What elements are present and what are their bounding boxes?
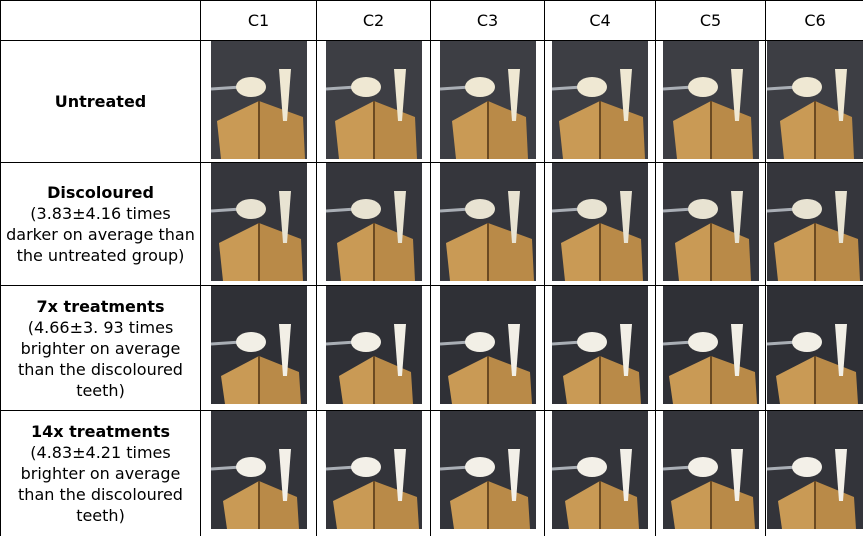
photo-cell [765,410,863,536]
photo-cell [655,285,766,411]
specimen-photo [210,411,307,529]
photo-cell [655,410,766,536]
photo-cell [200,40,317,163]
row-label: 14x treatments [30,422,171,441]
photo-cell [765,285,863,411]
photo-cell [200,410,317,536]
column-header: C1 [200,0,317,41]
photo-cell [200,285,317,411]
photo-cell [200,162,317,286]
result-row: Discoloured (3.83±4.16 times darker on av… [0,162,863,286]
photo-cell [316,40,431,163]
result-row: 14x treatments (4.83±4.21 times brighter … [0,410,863,536]
photo-cell [544,285,656,411]
corner-cell [0,0,201,41]
column-header: C2 [316,0,431,41]
row-note: (4.66±3. 93 times brighter on average th… [18,317,183,400]
specimen-photo [325,41,422,159]
specimen-photo [439,163,536,281]
photo-cell [430,285,545,411]
photo-cell [430,40,545,163]
specimen-photo [552,163,648,281]
row-label-cell: Untreated [0,40,201,163]
row-label-cell: 14x treatments (4.83±4.21 times brighter … [0,410,201,536]
photo-cell [430,410,545,536]
photo-cell [430,162,545,286]
specimen-photo [662,286,759,404]
column-header: C3 [430,0,545,41]
specimen-photo [662,41,759,159]
specimen-photo [439,411,536,529]
specimen-photo [325,411,422,529]
photo-cell [655,40,766,163]
specimen-photo [552,286,648,404]
specimen-photo [210,163,307,281]
column-header: C5 [655,0,766,41]
row-label: Untreated [54,92,147,111]
photo-cell [316,285,431,411]
specimen-photo [767,286,863,404]
header-row: C1 C2 C3 C4 C5 C6 [0,0,863,41]
photo-cell [544,410,656,536]
row-note: (4.83±4.21 times brighter on average tha… [18,443,183,525]
column-header: C6 [765,0,863,41]
specimen-photo [325,163,422,281]
result-row: 7x treatments (4.66±3. 93 times brighter … [0,285,863,411]
column-header: C4 [544,0,656,41]
row-label: 7x treatments [36,296,165,316]
photo-cell [765,40,863,163]
row-label-cell: 7x treatments (4.66±3. 93 times brighter … [0,285,201,411]
specimen-photo [552,41,648,159]
specimen-photo [767,411,863,529]
photo-cell [316,162,431,286]
specimen-photo [210,286,307,404]
specimen-photo [767,41,863,159]
photo-cell [655,162,766,286]
photo-cell [316,410,431,536]
specimen-photo [439,286,536,404]
photo-cell [765,162,863,286]
specimen-photo [662,411,759,529]
row-label: Discoloured [47,183,154,202]
specimen-photo [767,163,863,281]
specimen-photo [210,41,307,159]
photo-cell [544,162,656,286]
row-label-cell: Discoloured (3.83±4.16 times darker on av… [0,162,201,286]
row-note: (3.83±4.16 times darker on average than … [6,204,195,265]
specimen-photo [325,286,422,404]
result-row: Untreated [0,40,863,163]
specimen-photo [439,41,536,159]
specimen-photo [552,411,648,529]
photo-cell [544,40,656,163]
specimen-photo [662,163,759,281]
